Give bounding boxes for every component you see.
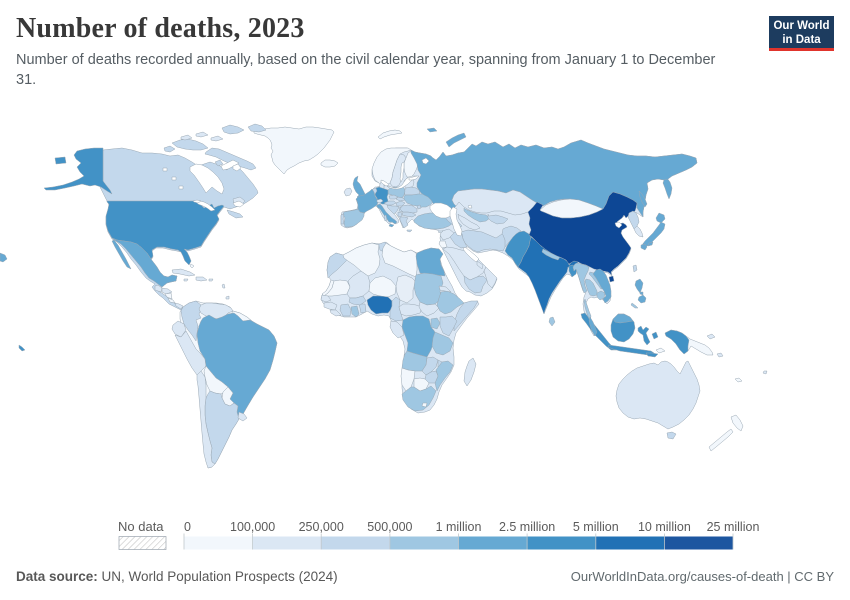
svg-text:5 million: 5 million xyxy=(573,520,619,534)
svg-text:25 million: 25 million xyxy=(707,520,760,534)
svg-text:1 million: 1 million xyxy=(436,520,482,534)
svg-text:10 million: 10 million xyxy=(638,520,691,534)
svg-text:No data: No data xyxy=(118,519,164,534)
svg-text:2.5 million: 2.5 million xyxy=(499,520,555,534)
svg-text:100,000: 100,000 xyxy=(230,520,275,534)
svg-text:250,000: 250,000 xyxy=(299,520,344,534)
svg-text:500,000: 500,000 xyxy=(367,520,412,534)
svg-text:0: 0 xyxy=(184,520,191,534)
